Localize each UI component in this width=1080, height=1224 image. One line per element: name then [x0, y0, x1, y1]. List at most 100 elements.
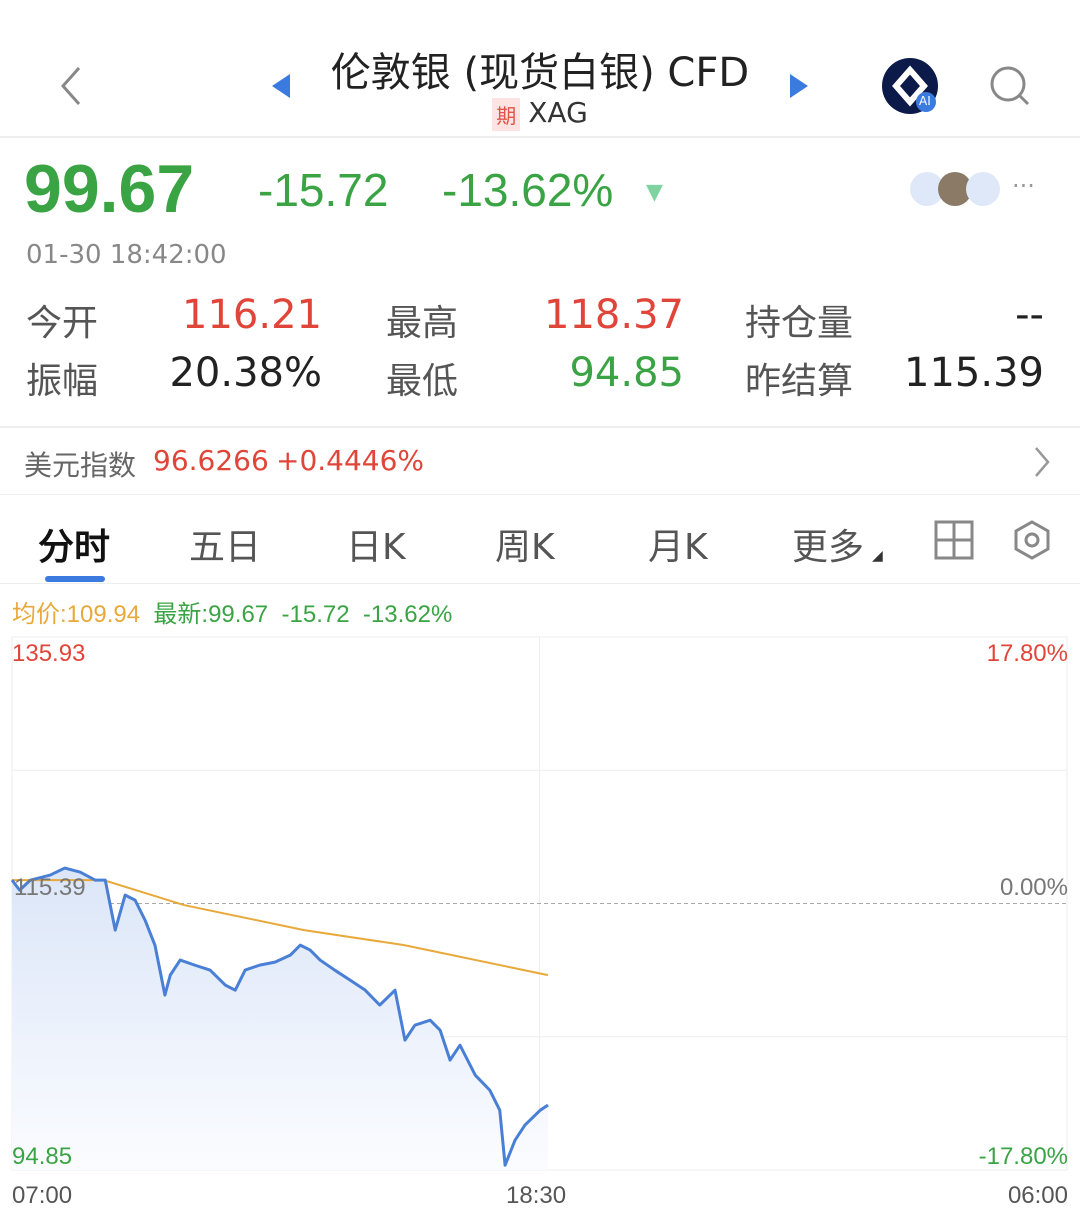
- price-change-pct: -13.62%: [442, 164, 614, 216]
- stat-value: 116.21: [182, 292, 322, 338]
- price-point: [259, 964, 261, 966]
- price-point: [349, 979, 351, 981]
- price-point: [319, 959, 321, 961]
- stat-value: 94.85: [569, 350, 684, 396]
- stat-label: 最高: [386, 303, 459, 344]
- tab-daily-k[interactable]: 日K: [346, 527, 406, 568]
- price-point: [164, 994, 166, 996]
- more-icon[interactable]: ···: [1012, 172, 1035, 200]
- social-avatars[interactable]: [910, 172, 1000, 206]
- ai-assistant-button[interactable]: AI: [882, 58, 938, 114]
- divider: [0, 136, 1080, 138]
- back-button[interactable]: [55, 62, 85, 110]
- price-point: [244, 969, 246, 971]
- triangle-icon: ◢: [872, 548, 883, 564]
- price-point: [394, 989, 396, 991]
- price-point: [364, 989, 366, 991]
- stat-label: 振幅: [26, 361, 99, 402]
- tab-five-day[interactable]: 五日: [189, 527, 262, 568]
- stat-value: 20.38%: [169, 350, 322, 396]
- price-point: [504, 1164, 506, 1166]
- price-point: [514, 1139, 516, 1141]
- symbol-subtitle: 期 XAG: [0, 96, 1080, 131]
- divider: [0, 426, 1080, 428]
- price-point: [94, 879, 96, 881]
- price-point: [524, 1124, 526, 1126]
- price-line: [10, 866, 549, 1167]
- last-price: 99.67: [24, 151, 195, 227]
- chevron-right-icon: [1035, 447, 1050, 477]
- stat-value: 115.39: [904, 350, 1044, 396]
- stat-label: 最低: [386, 361, 459, 402]
- price-point: [169, 974, 171, 976]
- price-point: [49, 874, 51, 876]
- futures-tag: 期: [492, 97, 521, 131]
- price-point: [539, 1109, 541, 1111]
- stat-label: 昨结算: [745, 361, 854, 402]
- ai-logo-icon: [892, 65, 936, 112]
- price-point: [124, 894, 126, 896]
- price-point: [179, 959, 181, 961]
- tab-weekly-k[interactable]: 周K: [495, 527, 555, 568]
- chevron-left-icon: [60, 67, 81, 105]
- y-tick-right-mid: 0.00%: [999, 874, 1068, 901]
- tab-monthly-k[interactable]: 月K: [648, 527, 708, 568]
- divider: [0, 494, 1080, 495]
- price-point: [29, 879, 31, 881]
- arrow-down-icon: ▼: [646, 180, 663, 205]
- search-button[interactable]: [988, 64, 1032, 112]
- ai-badge: AI: [919, 94, 931, 108]
- price-point: [404, 1039, 406, 1041]
- price-point: [104, 879, 106, 881]
- price-point: [64, 867, 66, 869]
- price-point: [234, 989, 236, 991]
- price-point: [289, 954, 291, 956]
- price-point: [334, 969, 336, 971]
- price-point: [154, 944, 156, 946]
- price-point: [547, 1104, 549, 1106]
- price-point: [489, 1089, 491, 1091]
- price-point: [499, 1109, 501, 1111]
- stat-label: 持仓量: [745, 303, 854, 344]
- chart-legend: 均价:109.94 最新:99.67 -15.72 -13.62%: [12, 594, 452, 629]
- active-tab-indicator: [45, 576, 105, 582]
- price-change: -15.72: [258, 164, 389, 216]
- tab-intraday[interactable]: 分时: [38, 527, 111, 568]
- price-point: [449, 1059, 451, 1061]
- weibo-icon: [966, 172, 1000, 206]
- price-area: [12, 868, 548, 1170]
- prev-symbol-button[interactable]: [270, 72, 292, 104]
- x-tick-start: 07:00: [12, 1182, 73, 1209]
- price-point: [144, 919, 146, 921]
- y-tick-left-top: 135.93: [12, 640, 86, 667]
- layout-grid-icon[interactable]: [934, 520, 974, 560]
- stat-label: 今开: [26, 303, 99, 344]
- page-title: 伦敦银 (现货白银) CFD: [330, 50, 750, 96]
- x-tick-end: 06:00: [1007, 1182, 1068, 1209]
- legend-change-pct: -13.62%: [362, 601, 453, 628]
- settings-icon[interactable]: [1012, 520, 1052, 560]
- search-icon: [990, 66, 1030, 106]
- y-tick-right-top: 17.80%: [986, 640, 1068, 667]
- next-symbol-button[interactable]: [788, 72, 810, 104]
- dollar-index-row[interactable]: 美元指数 96.6266 +0.4446%: [0, 430, 1080, 494]
- price-point: [274, 961, 276, 963]
- intraday-chart[interactable]: [0, 630, 1080, 1224]
- dollar-index-label: 美元指数: [24, 449, 137, 482]
- dollar-index-value: 96.6266: [153, 444, 269, 477]
- price-point: [19, 889, 21, 891]
- y-tick-right-bottom: -17.80%: [978, 1143, 1068, 1170]
- triangle-right-icon: [790, 74, 808, 98]
- y-tick-left-bottom: 94.85: [12, 1143, 73, 1170]
- price-point: [309, 949, 311, 951]
- price-point: [474, 1074, 476, 1076]
- price-point: [379, 1004, 381, 1006]
- y-tick-left-mid: 115.39: [14, 874, 86, 901]
- triangle-left-icon: [272, 74, 290, 98]
- dollar-index-change: +0.4446%: [276, 444, 425, 477]
- divider: [0, 583, 1080, 584]
- price-point: [134, 899, 136, 901]
- tab-more[interactable]: 更多: [792, 527, 865, 568]
- legend-avg: 均价:109.94: [12, 601, 141, 628]
- avg-price-line: [12, 879, 549, 977]
